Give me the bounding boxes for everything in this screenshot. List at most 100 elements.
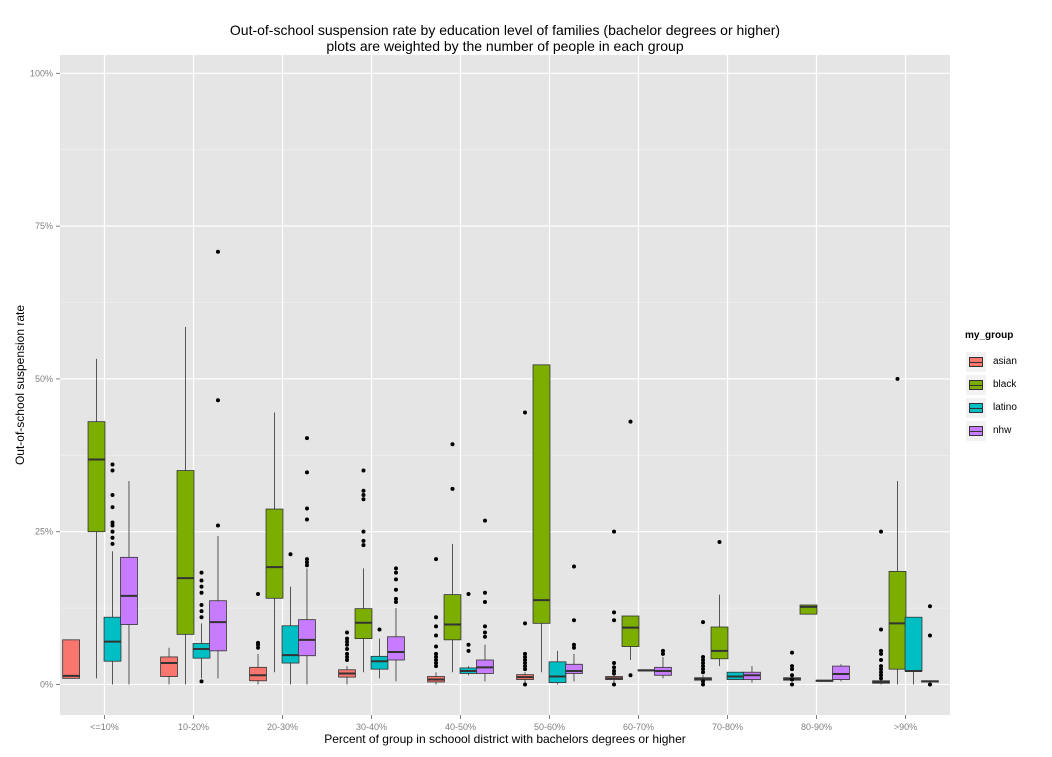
outlier-point [660,651,665,656]
y-axis-label: Out-of-school suspension rate [13,304,27,466]
box-nhw-9 [921,604,939,687]
outlier-point [199,615,204,620]
box-asian-6 [605,529,623,687]
chart-subtitle: plots are weighted by the number of peop… [326,38,684,54]
legend: my_group asian black latino nhw [965,330,1017,442]
outlier-point [361,529,366,534]
box-body [209,600,227,652]
outlier-point [571,564,576,569]
outlier-point [790,667,795,672]
outlier-point [450,486,455,491]
box-nhw-4 [476,518,494,682]
outlier-point [571,618,576,623]
outlier-point [701,654,706,659]
box-latino-4 [459,592,478,676]
outlier-point [215,523,220,528]
outlier-point [523,654,528,659]
x-tick-label: 60-70% [623,722,654,732]
outlier-point [701,679,706,684]
outlier-point [434,661,439,666]
outlier-point [790,673,795,678]
outlier-point [345,647,350,651]
box-black-6 [621,419,640,678]
outlier-point [450,442,455,447]
outlier-point [256,642,261,647]
box-asian-2 [249,592,267,685]
outlier-point [701,664,706,669]
box-body [565,663,583,674]
outlier-point [879,651,884,656]
legend-swatch [965,396,987,419]
box-black-0 [87,358,106,679]
box-black-2 [265,412,284,673]
outlier-point [361,497,366,502]
outlier-point [361,493,366,497]
outlier-point [466,648,471,653]
box-body [62,639,80,679]
outlier-point [612,529,617,534]
outlier-point [790,677,795,682]
outlier-point [393,566,398,571]
box-black-4 [443,442,462,673]
box-latino-1 [192,570,211,684]
outlier-point [628,673,633,678]
box-asian-9 [872,529,890,685]
box-nhw-8 [832,664,850,682]
box-black-5 [532,364,551,673]
outlier-point [304,436,309,441]
x-tick-label: 80-90% [801,722,832,732]
outlier-point [701,661,706,666]
outlier-point [110,541,115,546]
outlier-point [110,493,115,497]
outlier-point [393,577,398,582]
outlier-point [256,592,261,596]
outlier-point [612,661,617,666]
outlier-point [304,563,309,568]
outlier-point [434,654,439,659]
x-tick-label: 10-20% [178,722,209,732]
box-body [532,364,551,624]
box-body [443,594,462,641]
gridlines [60,55,950,715]
y-tick-label: 50% [35,374,53,384]
y-tick-label: 25% [35,527,53,537]
box-body [265,508,284,599]
box-latino-2 [281,552,300,685]
outlier-point [482,624,487,629]
outlier-point [790,664,795,669]
legend-item-latino: latino [965,396,1017,419]
outlier-point [523,661,528,666]
chart-title: Out-of-school suspension rate by educati… [229,22,781,38]
outlier-point [612,682,617,687]
outlier-point [879,627,884,632]
box-asian-0 [62,639,80,679]
outlier-point [879,658,884,662]
box-body [176,470,195,635]
outlier-point [110,529,115,534]
box-body [160,656,178,677]
box-body [281,625,300,664]
legend-title: my_group [965,330,1014,341]
outlier-point [482,634,487,639]
legend-label: nhw [993,425,1012,436]
box-body [249,666,267,682]
box-black-8 [799,604,818,615]
legend-swatch [965,350,987,373]
outlier-point [199,578,204,583]
box-black-7 [710,540,729,667]
box-body [120,556,138,625]
outlier-point [612,665,617,670]
outlier-point [393,570,398,575]
box-asian-7 [694,620,712,687]
outlier-point [361,488,366,493]
box-latino-9 [904,616,923,685]
x-tick-label: 50-60% [534,722,565,732]
outlier-point [199,590,204,595]
outlier-point [571,642,576,647]
outlier-point [434,624,439,629]
legend-label: latino [993,402,1017,413]
box-body [192,643,211,659]
outlier-point [701,620,706,625]
box-nhw-3 [387,566,405,682]
outlier-point [256,645,261,650]
